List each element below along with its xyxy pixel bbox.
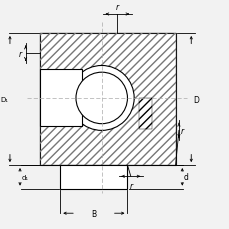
Text: r: r	[19, 49, 22, 58]
Text: d₁: d₁	[21, 174, 28, 180]
Polygon shape	[40, 34, 175, 165]
Circle shape	[76, 73, 127, 124]
Polygon shape	[138, 98, 151, 130]
Text: r: r	[115, 3, 118, 12]
Polygon shape	[40, 70, 81, 127]
Text: r: r	[129, 181, 132, 190]
Text: D₁: D₁	[1, 97, 9, 103]
Text: B: B	[91, 209, 96, 218]
Text: D: D	[193, 95, 199, 104]
Text: d: d	[183, 173, 188, 182]
Text: r: r	[180, 126, 183, 135]
Circle shape	[69, 66, 134, 131]
Polygon shape	[60, 165, 127, 189]
